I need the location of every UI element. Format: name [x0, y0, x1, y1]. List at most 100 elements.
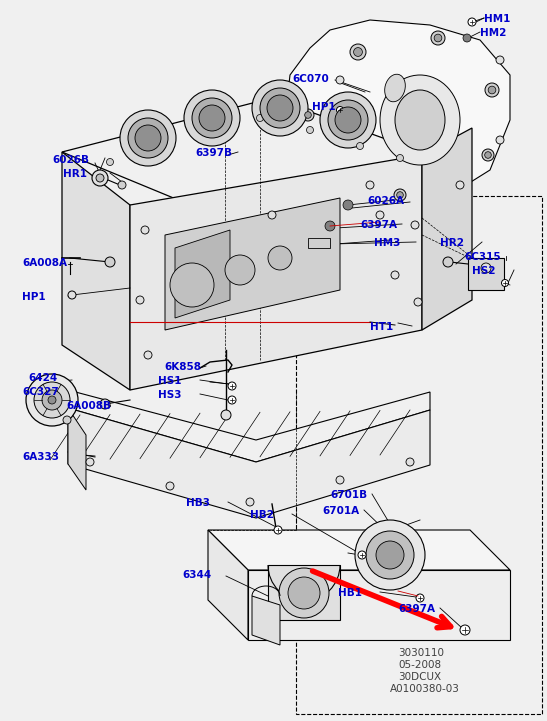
Circle shape: [366, 531, 414, 579]
Circle shape: [268, 211, 276, 219]
Text: HR2: HR2: [440, 238, 464, 248]
Circle shape: [305, 112, 311, 118]
Circle shape: [107, 159, 113, 166]
Polygon shape: [422, 128, 472, 330]
Text: HS1: HS1: [158, 376, 182, 386]
Polygon shape: [68, 390, 430, 462]
Circle shape: [221, 410, 231, 420]
Text: 6C070: 6C070: [292, 74, 329, 84]
Circle shape: [414, 298, 422, 306]
Circle shape: [136, 296, 144, 304]
Circle shape: [302, 109, 314, 121]
Circle shape: [496, 136, 504, 144]
Circle shape: [456, 181, 464, 189]
Circle shape: [358, 551, 366, 559]
Circle shape: [267, 95, 293, 121]
Text: 05-2008: 05-2008: [398, 660, 441, 670]
Circle shape: [199, 105, 225, 131]
Circle shape: [336, 476, 344, 484]
Circle shape: [48, 396, 56, 404]
Circle shape: [268, 246, 292, 270]
Circle shape: [350, 44, 366, 60]
Ellipse shape: [385, 74, 405, 102]
Circle shape: [320, 92, 376, 148]
Circle shape: [257, 115, 264, 122]
Circle shape: [68, 291, 76, 299]
Text: 6C327: 6C327: [22, 387, 59, 397]
Text: 3030110: 3030110: [398, 648, 444, 658]
Circle shape: [260, 88, 300, 128]
Text: 6026A: 6026A: [367, 196, 404, 206]
Circle shape: [42, 390, 62, 410]
Circle shape: [96, 174, 104, 182]
Circle shape: [397, 154, 404, 162]
Text: HR1: HR1: [63, 169, 87, 179]
Circle shape: [416, 594, 424, 602]
Circle shape: [279, 568, 329, 618]
Ellipse shape: [395, 90, 445, 150]
Circle shape: [135, 125, 161, 151]
Circle shape: [166, 482, 174, 490]
Polygon shape: [285, 20, 510, 205]
Circle shape: [63, 416, 71, 424]
Bar: [296, 196, 542, 714]
Circle shape: [482, 149, 494, 161]
Circle shape: [460, 625, 470, 635]
Circle shape: [306, 126, 313, 133]
Circle shape: [488, 86, 496, 94]
Text: HM3: HM3: [374, 238, 400, 248]
Polygon shape: [68, 408, 430, 518]
Text: HP1: HP1: [22, 292, 45, 302]
Circle shape: [376, 211, 384, 219]
Text: 6397A: 6397A: [360, 220, 397, 230]
Circle shape: [391, 271, 399, 279]
Text: HT1: HT1: [370, 322, 393, 332]
Circle shape: [343, 200, 353, 210]
Text: 6026B: 6026B: [52, 155, 89, 165]
Circle shape: [170, 263, 214, 307]
Circle shape: [156, 144, 164, 151]
Circle shape: [443, 257, 453, 267]
Circle shape: [468, 18, 476, 26]
Circle shape: [92, 170, 108, 186]
Circle shape: [366, 181, 374, 189]
Polygon shape: [62, 98, 430, 218]
Circle shape: [353, 48, 363, 56]
Polygon shape: [208, 530, 510, 570]
Circle shape: [376, 541, 404, 569]
Circle shape: [141, 226, 149, 234]
Text: 6344: 6344: [182, 570, 211, 580]
Circle shape: [246, 498, 254, 506]
Text: 6397A: 6397A: [398, 604, 435, 614]
Polygon shape: [248, 570, 510, 640]
Polygon shape: [62, 152, 130, 390]
Text: 6424: 6424: [28, 373, 57, 383]
Circle shape: [397, 192, 403, 198]
Text: 6A333: 6A333: [22, 452, 59, 462]
Bar: [468, 258, 504, 290]
Circle shape: [86, 458, 94, 466]
Circle shape: [336, 76, 344, 84]
Circle shape: [100, 399, 110, 409]
Text: 6701A: 6701A: [322, 506, 359, 516]
Circle shape: [357, 143, 364, 149]
Circle shape: [192, 98, 232, 138]
Text: HB3: HB3: [186, 498, 210, 508]
Text: HS2: HS2: [472, 266, 496, 276]
Circle shape: [328, 100, 368, 140]
Text: 6A008A: 6A008A: [22, 258, 67, 268]
Circle shape: [336, 107, 344, 113]
Text: 6A008B: 6A008B: [66, 401, 111, 411]
Circle shape: [335, 107, 361, 133]
Circle shape: [120, 110, 176, 166]
Circle shape: [394, 189, 406, 201]
Polygon shape: [130, 155, 422, 390]
Circle shape: [34, 382, 70, 418]
Circle shape: [207, 130, 213, 136]
Circle shape: [325, 221, 335, 231]
Text: 6701B: 6701B: [330, 490, 367, 500]
Text: HP1: HP1: [312, 102, 336, 112]
Ellipse shape: [380, 75, 460, 165]
Polygon shape: [268, 565, 340, 620]
Circle shape: [184, 90, 240, 146]
